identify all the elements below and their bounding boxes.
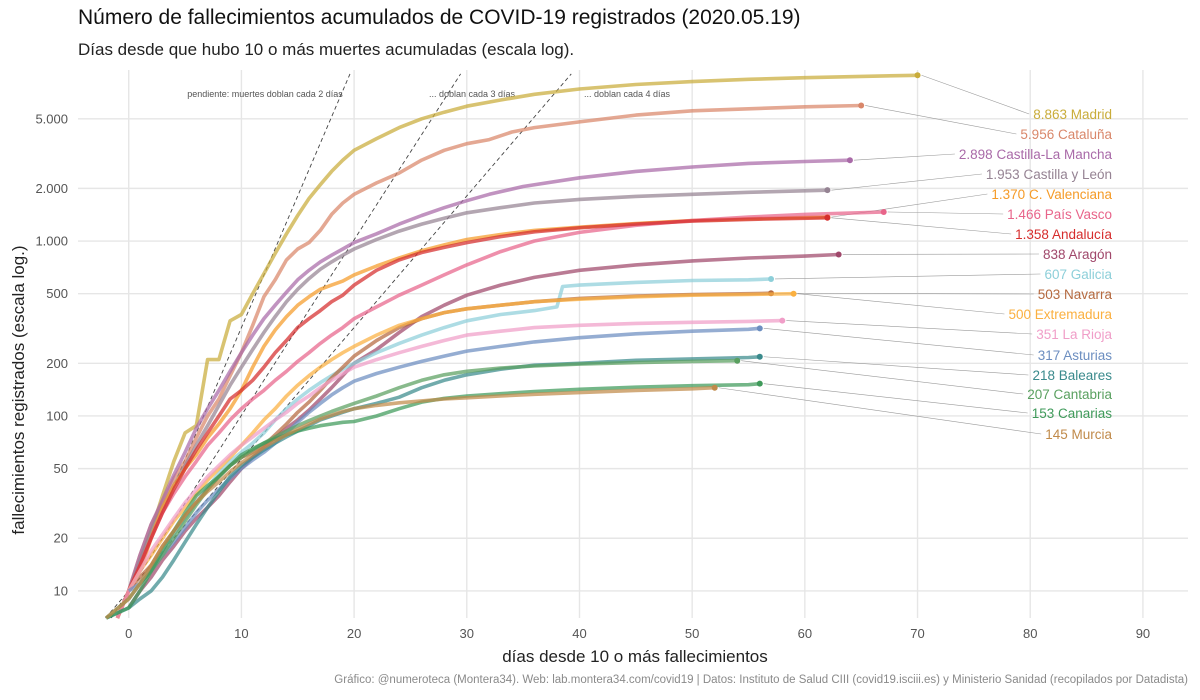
tick-labels: 10 20 50 100 200 500 1.000 2.000 5.000 0 10 20 30 40 5…: [35, 111, 1150, 641]
series-endpoint: [824, 187, 831, 194]
x-tick-label: 30: [460, 626, 474, 641]
y-tick-label: 500: [46, 286, 68, 301]
series-endpoint: [756, 380, 763, 387]
series-line: [115, 318, 783, 619]
x-tick-label: 90: [1136, 626, 1150, 641]
series-endpoint: [779, 317, 786, 324]
series-label: 218 Baleares: [1032, 368, 1112, 383]
series-label: 145 Murcia: [1045, 427, 1112, 442]
y-tick-label: 1.000: [35, 234, 68, 249]
series-endpoint: [734, 357, 741, 364]
label-leader: [718, 387, 1042, 435]
series-line: [127, 277, 772, 600]
series-label: 500 Extremadura: [1008, 307, 1112, 322]
series-endpoint: [880, 208, 887, 215]
series-label: 1.466 País Vasco: [1007, 207, 1112, 222]
series-endpoint: [790, 290, 797, 297]
x-tick-label: 0: [125, 626, 132, 641]
y-tick-label: 50: [54, 461, 68, 476]
series-line: [127, 291, 794, 592]
series-endpoint: [824, 214, 831, 221]
series-endpoint: [846, 157, 853, 164]
y-tick-label: 20: [54, 531, 68, 546]
series-endpoint: [768, 275, 775, 282]
series-line: [127, 326, 760, 593]
series-endpoint: [756, 353, 763, 360]
label-leader: [921, 74, 1030, 115]
series-label: 5.956 Cataluña: [1020, 127, 1112, 142]
label-leader: [831, 173, 982, 191]
series-endpoint: [858, 102, 865, 109]
series-label: 1.358 Andalucía: [1015, 227, 1112, 242]
label-leader: [763, 328, 1034, 356]
y-tick-label: 10: [54, 583, 68, 598]
series-label: 2.898 Castilla-La Mancha: [959, 147, 1113, 162]
chart-subtitle: Días desde que hubo 10 o más muertes acu…: [78, 40, 575, 59]
series-endpoint: [914, 72, 921, 79]
series-line: [126, 158, 850, 592]
series-endpoint: [711, 384, 718, 391]
label-leader: [763, 383, 1028, 414]
y-tick-label: 5.000: [35, 111, 68, 126]
series-layer: [105, 72, 921, 620]
x-axis-title: días desde 10 o más fallecimientos: [502, 647, 768, 666]
series-label: 503 Navarra: [1038, 287, 1113, 302]
series-line: [115, 216, 828, 619]
x-tick-label: 20: [347, 626, 361, 641]
series-line: [105, 385, 715, 620]
y-axis-title: fallecimientos registrados (escala log.): [9, 245, 28, 534]
y-tick-label: 100: [46, 408, 68, 423]
label-leader: [887, 211, 1004, 215]
label-leader: [853, 153, 955, 161]
label-leaders: [718, 74, 1042, 435]
x-tick-label: 10: [234, 626, 248, 641]
series-label: 207 Cantabria: [1027, 387, 1112, 402]
grid-layer: [78, 70, 1188, 618]
series-line: [127, 188, 828, 592]
label-leader: [797, 293, 1005, 315]
chart-title: Número de fallecimientos acumulados de C…: [78, 6, 801, 29]
label-leader: [831, 217, 1012, 235]
series-label: 607 Galicia: [1044, 267, 1112, 282]
series-label: 8.863 Madrid: [1033, 107, 1112, 122]
y-tick-label: 2.000: [35, 181, 68, 196]
series-label: 317 Asturias: [1038, 348, 1113, 363]
x-tick-label: 70: [910, 626, 924, 641]
series-label: 153 Canarias: [1032, 406, 1113, 421]
series-line: [105, 358, 738, 620]
label-leader: [775, 273, 1041, 280]
label-leader: [865, 105, 1017, 135]
x-tick-label: 60: [798, 626, 812, 641]
series-line: [115, 103, 862, 619]
series-labels: 8.863 Madrid 5.956 Cataluña 2.898 Castilla…: [959, 107, 1113, 442]
label-leader: [775, 292, 1034, 295]
series-endpoint: [756, 325, 763, 332]
series-endpoint: [835, 251, 842, 258]
reference-line-label: ... doblan cada 4 días: [584, 89, 671, 99]
series-label: 1.370 C. Valenciana: [991, 187, 1112, 202]
x-tick-label: 40: [572, 626, 586, 641]
series-line: [115, 73, 918, 619]
series-line: [127, 210, 884, 592]
series-line: [115, 215, 828, 619]
label-leader: [786, 320, 1033, 335]
label-leader: [763, 356, 1029, 376]
reference-line-label: ... doblan cada 3 días: [429, 89, 516, 99]
reference-line-label: pendiente: muertes doblan cada 2 días: [187, 89, 343, 99]
y-tick-label: 200: [46, 356, 68, 371]
series-label: 1.953 Castilla y León: [986, 167, 1112, 182]
x-tick-label: 50: [685, 626, 699, 641]
chart-caption: Gráfico: @numeroteca (Montera34). Web: l…: [334, 674, 1188, 686]
series-line: [127, 252, 839, 609]
series-label: 351 La Rioja: [1036, 327, 1112, 342]
series-label: 838 Aragón: [1043, 247, 1112, 262]
x-tick-label: 80: [1023, 626, 1037, 641]
label-leader: [741, 360, 1024, 395]
